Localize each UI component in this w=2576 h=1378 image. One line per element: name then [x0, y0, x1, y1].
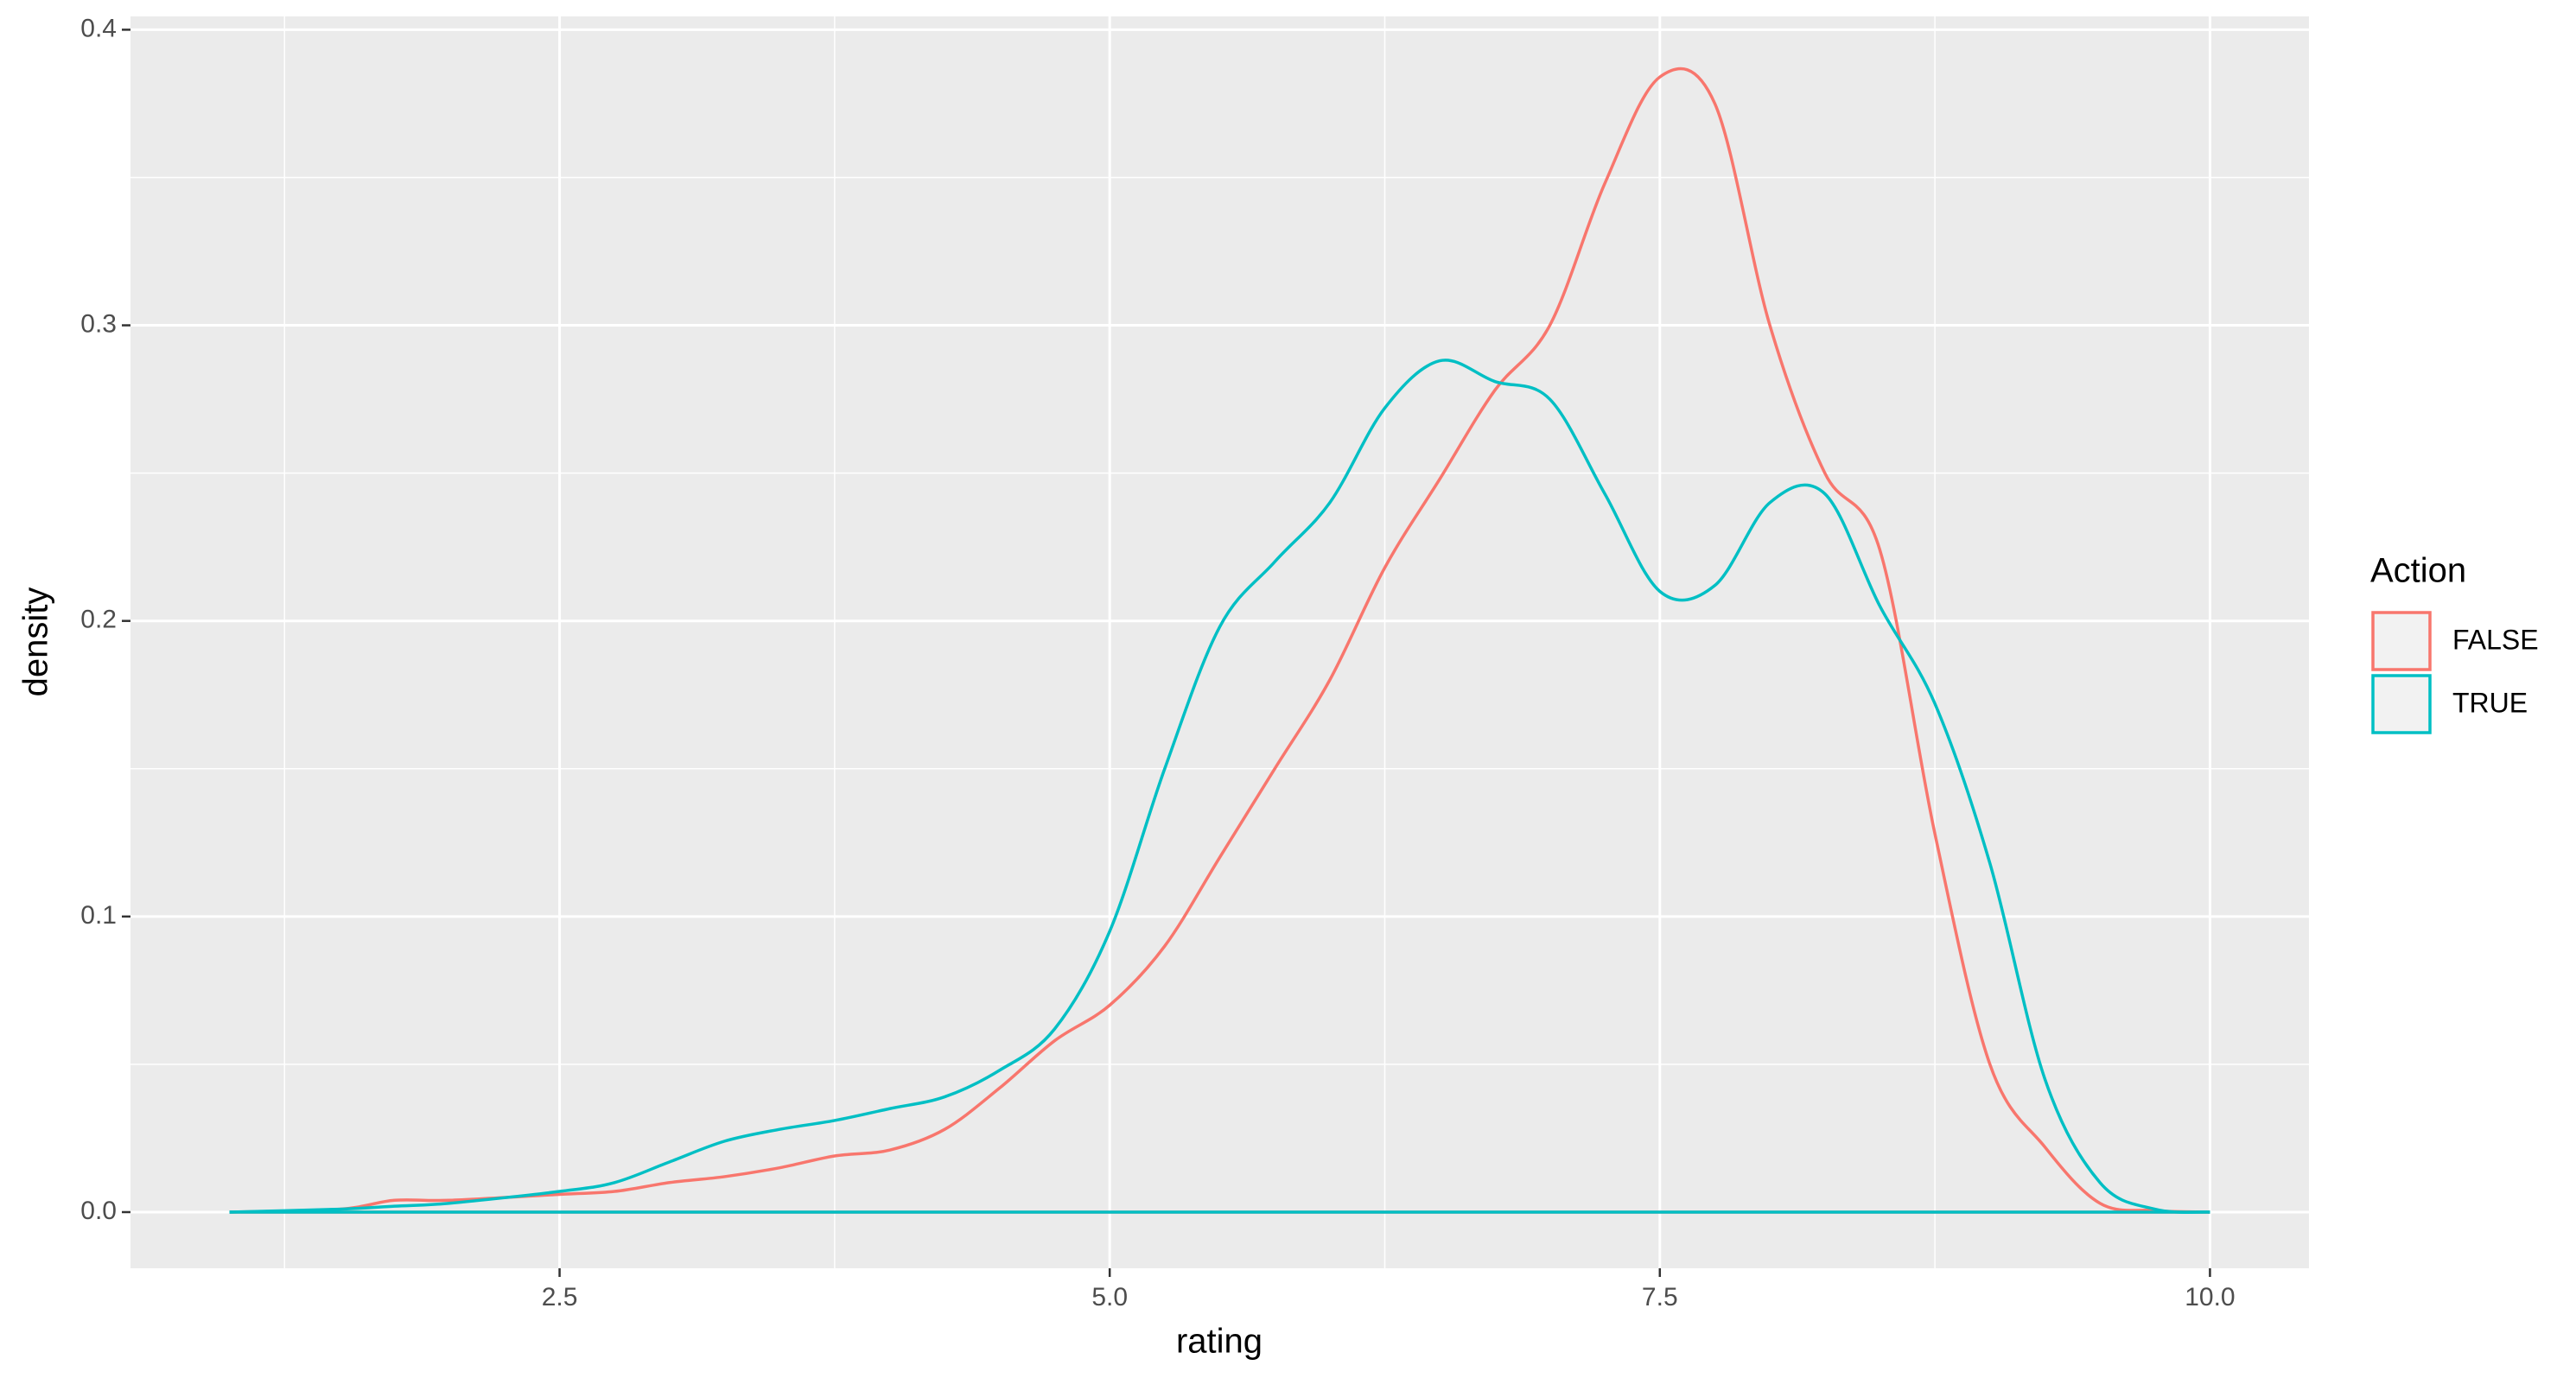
density-line	[229, 359, 2210, 1214]
legend-label: FALSE	[2452, 624, 2539, 655]
plot-area	[229, 67, 2210, 1214]
density-line	[229, 67, 2210, 1214]
x-tick-label: 10.0	[2185, 1283, 2235, 1311]
y-axis-title: density	[17, 587, 55, 697]
x-tick-label: 5.0	[1091, 1283, 1128, 1311]
legend-label: TRUE	[2452, 687, 2528, 718]
y-tick-label: 0.2	[80, 606, 117, 634]
x-tick-label: 7.5	[1642, 1283, 1678, 1311]
y-tick-label: 0.4	[80, 14, 117, 42]
panel	[130, 16, 2309, 1268]
x-tick-label: 2.5	[542, 1283, 578, 1311]
y-tick-label: 0.1	[80, 901, 117, 930]
legend-key	[2371, 611, 2432, 671]
x-axis-title: rating	[1176, 1323, 1263, 1361]
y-tick-label: 0.0	[80, 1197, 117, 1225]
y-tick-label: 0.3	[80, 309, 117, 338]
legend-title: Action	[2370, 552, 2466, 590]
legend-key	[2371, 674, 2432, 734]
